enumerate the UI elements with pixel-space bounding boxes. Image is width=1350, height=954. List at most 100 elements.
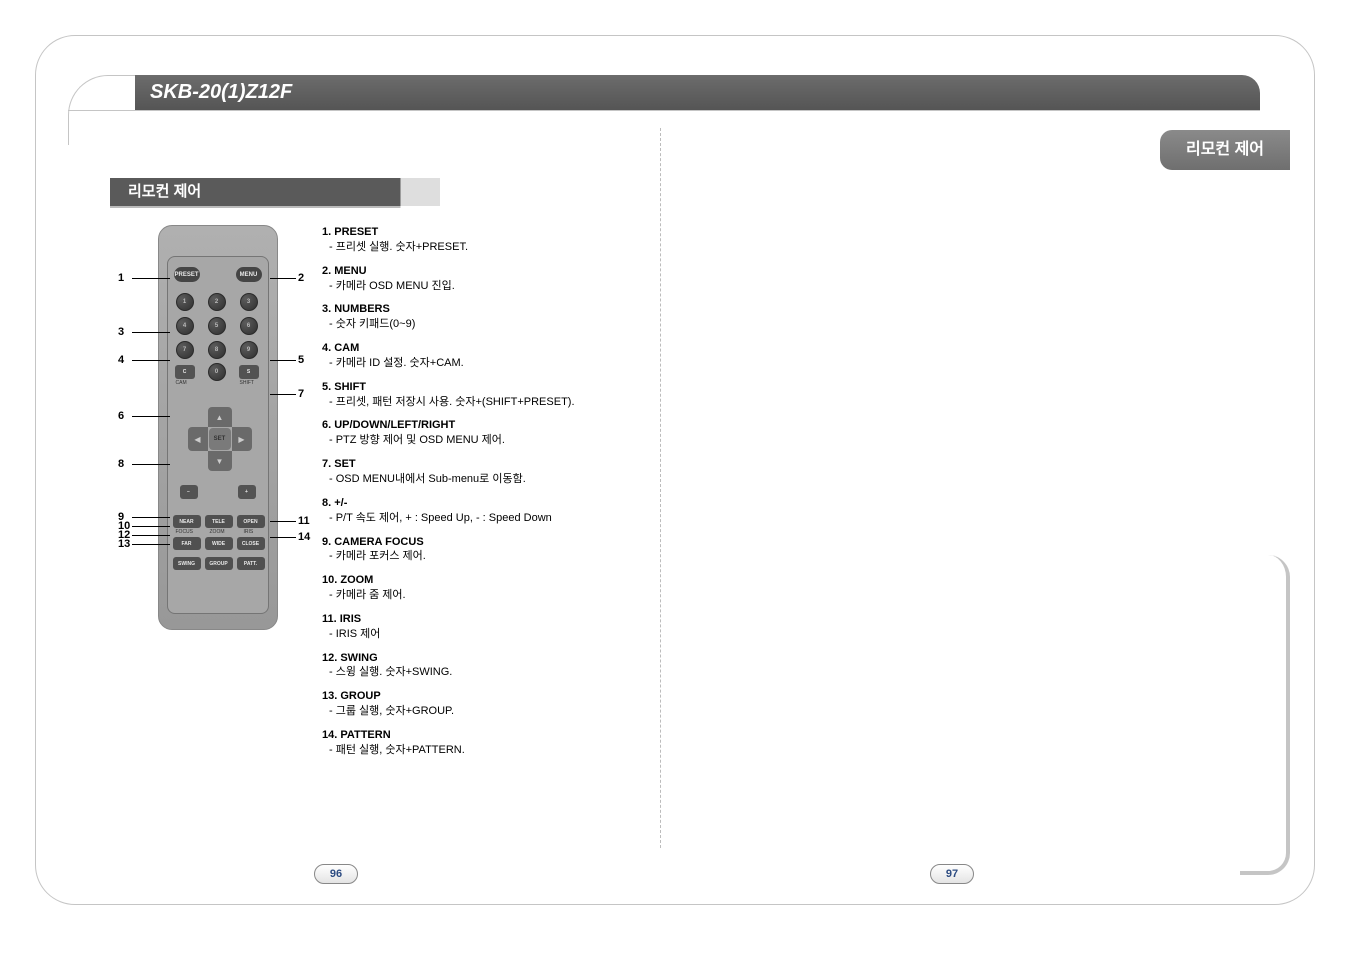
- desc-title: 2. MENU: [322, 264, 652, 279]
- desc-text: - 그룹 실행, 숫자+GROUP.: [322, 704, 652, 719]
- desc-title: 12. SWING: [322, 651, 652, 666]
- desc-text: - 카메라 OSD MENU 진입.: [322, 279, 652, 294]
- callout-line: [270, 394, 296, 395]
- desc-title: 3. NUMBERS: [322, 302, 652, 317]
- header-underline: [68, 110, 1260, 111]
- cam-button: C: [175, 365, 195, 379]
- callout-line: [132, 332, 170, 333]
- num-0: 0: [208, 363, 226, 381]
- desc-item: 3. NUMBERS- 숫자 키패드(0~9): [322, 302, 652, 332]
- num-1: 1: [176, 293, 194, 311]
- desc-item: 2. MENU- 카메라 OSD MENU 진입.: [322, 264, 652, 294]
- desc-title: 9. CAMERA FOCUS: [322, 535, 652, 550]
- remote-diagram: PRESET MENU 1 2 3 4 5 6 7 8 9 C 0 S CAM …: [145, 225, 290, 640]
- desc-text: - 카메라 ID 설정. 숫자+CAM.: [322, 356, 652, 371]
- desc-item: 14. PATTERN- 패턴 실행, 숫자+PATTERN.: [322, 728, 652, 758]
- preset-button: PRESET: [174, 267, 200, 282]
- num-8: 8: [208, 341, 226, 359]
- set-button: SET: [209, 428, 231, 450]
- callout-line: [270, 537, 296, 538]
- desc-text: - 패턴 실행, 숫자+PATTERN.: [322, 743, 652, 758]
- desc-text: - 카메라 포커스 제어.: [322, 549, 652, 564]
- desc-title: 5. SHIFT: [322, 380, 652, 395]
- remote-panel: PRESET MENU 1 2 3 4 5 6 7 8 9 C 0 S CAM …: [167, 256, 269, 614]
- desc-text: - 프리셋, 패턴 저장시 사용. 숫자+(SHIFT+PRESET).: [322, 395, 652, 410]
- callout-number: 4: [118, 354, 124, 366]
- near-button: NEAR: [173, 515, 201, 528]
- desc-title: 6. UP/DOWN/LEFT/RIGHT: [322, 418, 652, 433]
- section-underline: [110, 206, 440, 208]
- desc-item: 10. ZOOM- 카메라 줌 제어.: [322, 573, 652, 603]
- desc-text: - 숫자 키패드(0~9): [322, 317, 652, 332]
- callout-number: 6: [118, 410, 124, 422]
- swing-button: SWING: [173, 557, 201, 570]
- focus-label: FOCUS: [176, 529, 194, 535]
- remote-body: PRESET MENU 1 2 3 4 5 6 7 8 9 C 0 S CAM …: [158, 225, 278, 630]
- callout-number: 2: [298, 272, 304, 284]
- desc-title: 7. SET: [322, 457, 652, 472]
- desc-item: 13. GROUP- 그룹 실행, 숫자+GROUP.: [322, 689, 652, 719]
- desc-text: - PTZ 방향 제어 및 OSD MENU 제어.: [322, 433, 652, 448]
- desc-text: - OSD MENU내에서 Sub-menu로 이동함.: [322, 472, 652, 487]
- callout-line: [270, 278, 296, 279]
- right-arrow: ▶: [232, 427, 252, 451]
- tele-button: TELE: [205, 515, 233, 528]
- desc-title: 13. GROUP: [322, 689, 652, 704]
- pattern-button: PATT.: [237, 557, 265, 570]
- callout-number: 14: [298, 531, 310, 543]
- desc-item: 9. CAMERA FOCUS- 카메라 포커스 제어.: [322, 535, 652, 565]
- close-button: CLOSE: [237, 537, 265, 550]
- num-7: 7: [176, 341, 194, 359]
- desc-text: - P/T 속도 제어, + : Speed Up, - : Speed Dow…: [322, 511, 652, 526]
- callout-line: [270, 521, 296, 522]
- direction-pad: ▲ ▼ ◀ ▶ SET: [188, 407, 252, 471]
- plus-button: +: [238, 485, 256, 499]
- callout-number: 8: [118, 458, 124, 470]
- shift-label: SHIFT: [240, 380, 254, 386]
- page-number-left: 96: [314, 864, 358, 884]
- desc-item: 1. PRESET- 프리셋 실행. 숫자+PRESET.: [322, 225, 652, 255]
- desc-item: 5. SHIFT- 프리셋, 패턴 저장시 사용. 숫자+(SHIFT+PRES…: [322, 380, 652, 410]
- section-title: 리모컨 제어: [110, 178, 440, 206]
- desc-text: - IRIS 제어: [322, 627, 652, 642]
- desc-title: 14. PATTERN: [322, 728, 652, 743]
- desc-item: 12. SWING- 스윙 실행. 숫자+SWING.: [322, 651, 652, 681]
- far-button: FAR: [173, 537, 201, 550]
- callout-number: 3: [118, 326, 124, 338]
- desc-item: 7. SET- OSD MENU내에서 Sub-menu로 이동함.: [322, 457, 652, 487]
- callout-number: 13: [118, 538, 130, 550]
- num-6: 6: [240, 317, 258, 335]
- menu-button: MENU: [236, 267, 262, 282]
- page-divider: [660, 128, 661, 848]
- desc-title: 1. PRESET: [322, 225, 652, 240]
- callout-line: [270, 360, 296, 361]
- desc-text: - 카메라 줌 제어.: [322, 588, 652, 603]
- callout-line: [132, 360, 170, 361]
- num-5: 5: [208, 317, 226, 335]
- desc-title: 4. CAM: [322, 341, 652, 356]
- callout-number: 5: [298, 354, 304, 366]
- left-arrow: ◀: [188, 427, 208, 451]
- zoom-label: ZOOM: [210, 529, 225, 535]
- desc-item: 11. IRIS- IRIS 제어: [322, 612, 652, 642]
- desc-text: - 프리셋 실행. 숫자+PRESET.: [322, 240, 652, 255]
- desc-title: 10. ZOOM: [322, 573, 652, 588]
- desc-item: 8. +/-- P/T 속도 제어, + : Speed Up, - : Spe…: [322, 496, 652, 526]
- desc-title: 8. +/-: [322, 496, 652, 511]
- num-2: 2: [208, 293, 226, 311]
- desc-item: 6. UP/DOWN/LEFT/RIGHT- PTZ 방향 제어 및 OSD M…: [322, 418, 652, 448]
- up-arrow: ▲: [208, 407, 232, 427]
- callout-line: [132, 535, 170, 536]
- shift-button: S: [239, 365, 259, 379]
- descriptions-list: 1. PRESET- 프리셋 실행. 숫자+PRESET.2. MENU- 카메…: [322, 225, 652, 767]
- down-arrow: ▼: [208, 451, 232, 471]
- right-decorative-curve: [1240, 555, 1290, 875]
- desc-item: 4. CAM- 카메라 ID 설정. 숫자+CAM.: [322, 341, 652, 371]
- page-number-right: 97: [930, 864, 974, 884]
- num-4: 4: [176, 317, 194, 335]
- callout-line: [132, 416, 170, 417]
- num-3: 3: [240, 293, 258, 311]
- model-title: SKB-20(1)Z12F: [150, 81, 292, 104]
- callout-number: 7: [298, 388, 304, 400]
- cam-label: CAM: [176, 380, 187, 386]
